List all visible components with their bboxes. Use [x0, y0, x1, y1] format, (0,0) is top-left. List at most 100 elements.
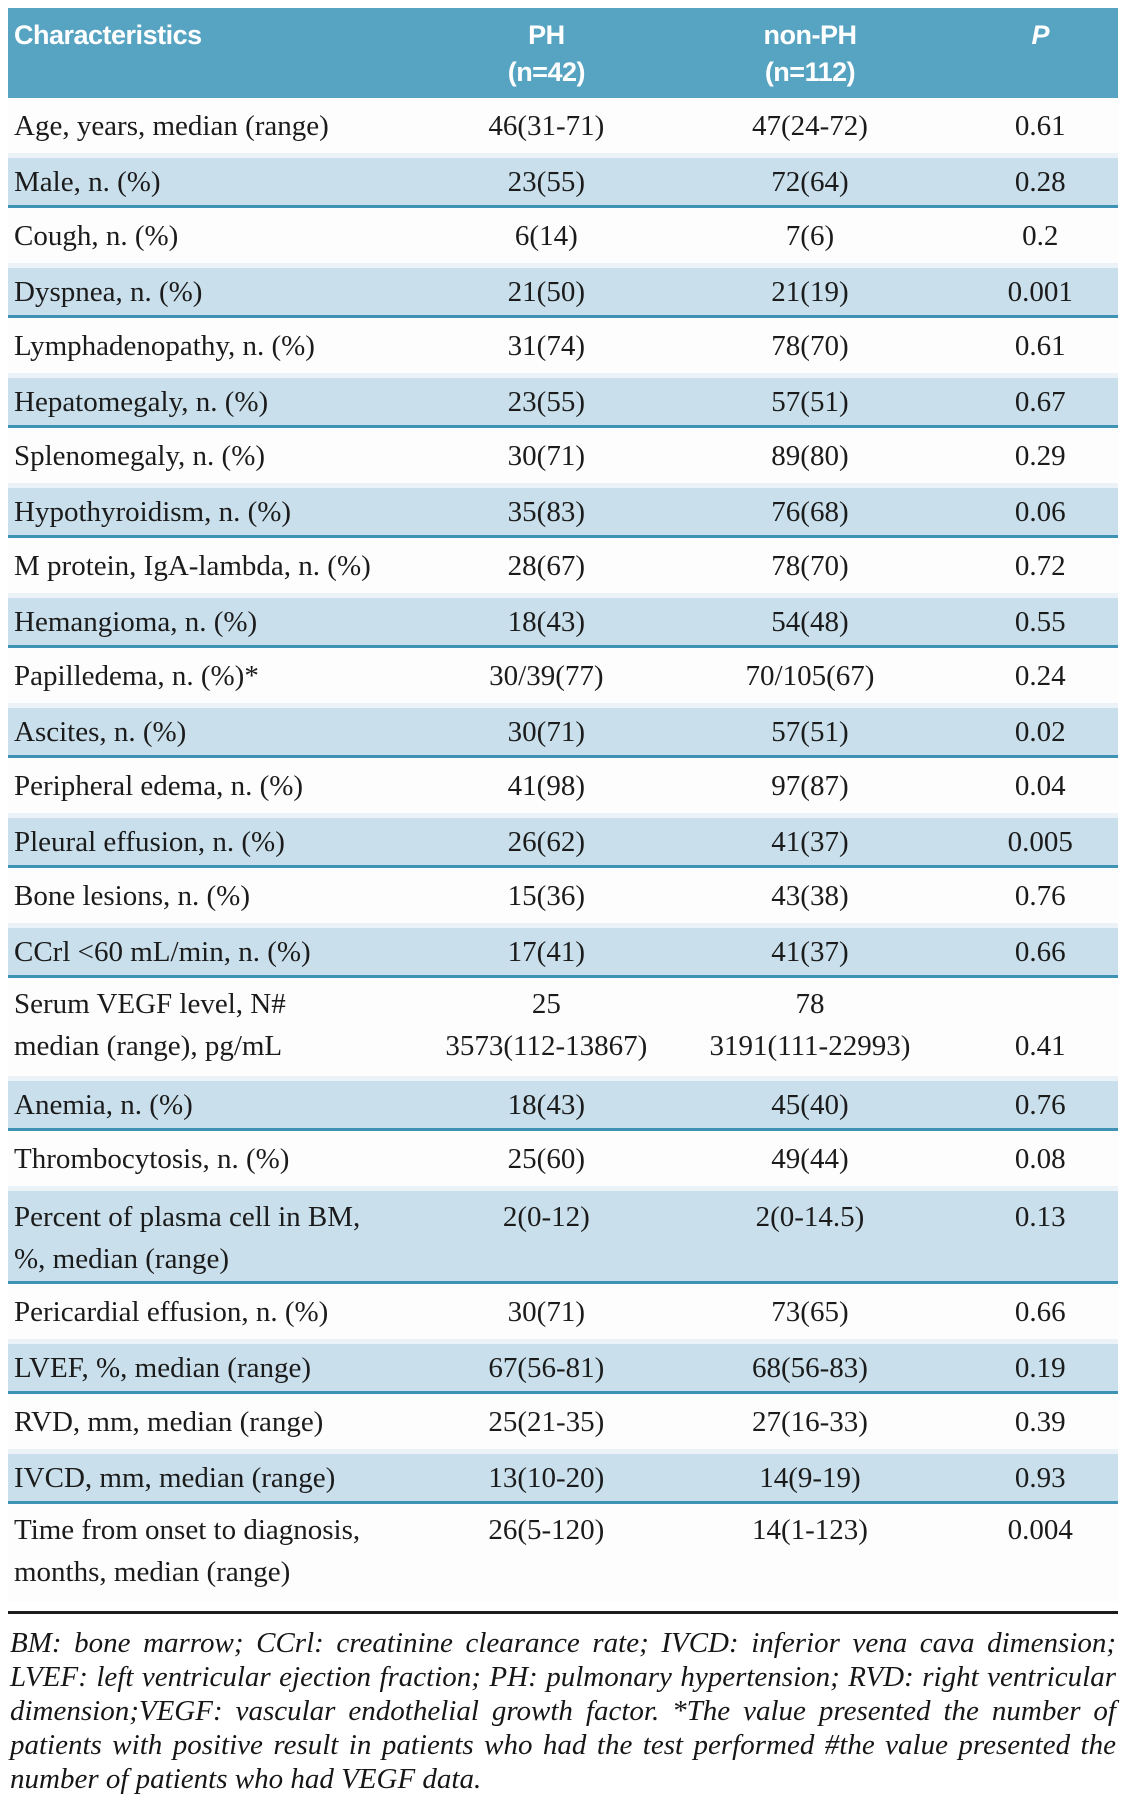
ph-value-cell: 17(41) [435, 928, 657, 975]
p-value-cell: 0.04 [963, 758, 1118, 813]
p-value-cell-line: 0.67 [1014, 385, 1066, 418]
ph-value-cell-line: 13(10-20) [488, 1461, 605, 1494]
nonph-value-cell-line: 2(0-14.5) [755, 1201, 865, 1233]
ph-value-cell: 25(60) [435, 1131, 657, 1186]
row-label-cell-line: Ascites, n. (%) [14, 715, 187, 748]
p-value-cell-line: 0.28 [1014, 165, 1066, 198]
p-value-cell: 0.66 [963, 1284, 1118, 1339]
ph-value-cell-line: 17(41) [507, 935, 585, 968]
nonph-value-cell: 27(16-33) [657, 1394, 962, 1449]
row-label-cell-line: Peripheral edema, n. (%) [14, 769, 304, 802]
row-label-cell-line: median (range), pg/mL [14, 1030, 283, 1062]
table-row: Pericardial effusion, n. (%) 30(71) 73(65)… [8, 1284, 1118, 1339]
col-header-characteristics-label: Characteristics [14, 20, 202, 50]
row-label-cell-line: Cough, n. (%) [14, 219, 179, 252]
p-value-cell-line: 0.72 [1014, 549, 1066, 582]
ph-value-cell: 30/39(77) [435, 648, 657, 703]
ph-value-cell: 18(43) [435, 1081, 657, 1128]
nonph-value-cell-line: 78 [795, 988, 825, 1020]
ph-value-cell-line: 35(83) [507, 495, 585, 528]
nonph-value-cell: 78(70) [657, 538, 962, 593]
row-label-cell: Splenomegaly, n. (%) [8, 428, 435, 483]
nonph-value-cell-line: 21(19) [771, 275, 849, 308]
col-header-ph-line2: (n=42) [507, 57, 586, 87]
footnote-divider [8, 1611, 1118, 1614]
row-label-cell-line: Hepatomegaly, n. (%) [14, 385, 269, 418]
p-value-cell: 0.39 [963, 1394, 1118, 1449]
ph-value-cell: 28(67) [435, 538, 657, 593]
p-value-cell-line: 0.76 [1014, 1088, 1066, 1121]
nonph-value-cell: 14(1-123) [657, 1504, 962, 1602]
row-label-cell: IVCD, mm, median (range) [8, 1454, 435, 1501]
table-footnote: BM: bone marrow; CCrl: creatinine cleara… [10, 1627, 1116, 1795]
p-value-cell: 0.08 [963, 1131, 1118, 1186]
ph-value-cell-line: 67(56-81) [488, 1351, 605, 1384]
nonph-value-cell-line: 78(70) [771, 549, 849, 582]
ph-value-cell: 25(21-35) [435, 1394, 657, 1449]
row-label-cell: Hemangioma, n. (%) [8, 598, 435, 645]
row-label-cell-line: Anemia, n. (%) [14, 1088, 193, 1121]
ph-value-cell-line: 25(21-35) [488, 1405, 605, 1438]
ph-value-cell-line: 46(31-71) [488, 109, 605, 142]
col-header-p-label: P [1031, 20, 1050, 50]
ph-value-cell-line: 18(43) [507, 1088, 585, 1121]
row-label-cell-line: Dyspnea, n. (%) [14, 275, 203, 308]
p-value-cell-line: 0.04 [1014, 769, 1066, 802]
nonph-value-cell-line: 47(24-72) [751, 109, 868, 142]
row-label-cell-line: Serum VEGF level, N# [14, 988, 286, 1020]
row-label-cell-line: Age, years, median (range) [14, 109, 329, 142]
nonph-value-cell: 97(87) [657, 758, 962, 813]
ph-value-cell-line: 31(74) [507, 329, 585, 362]
row-label-cell-line: IVCD, mm, median (range) [14, 1461, 336, 1494]
row-label-cell: Anemia, n. (%) [8, 1081, 435, 1128]
p-value-cell: 0.61 [963, 318, 1118, 373]
p-value-cell: 0.67 [963, 378, 1118, 425]
ph-value-cell: 2(0-12) [435, 1191, 657, 1281]
row-label-cell: Papilledema, n. (%)* [8, 648, 435, 703]
row-label-cell: Pleural effusion, n. (%) [8, 818, 435, 865]
ph-value-cell: 13(10-20) [435, 1454, 657, 1501]
col-header-ph: PH (n=42) [435, 17, 657, 98]
ph-value-cell: 6(14) [435, 208, 657, 263]
nonph-value-cell: 70/105(67) [657, 648, 962, 703]
row-label-cell-line: Time from onset to diagnosis, [14, 1514, 361, 1546]
table-row: Age, years, median (range) 46(31-71) 47(24… [8, 98, 1118, 153]
nonph-value-cell-line: 14(1-123) [751, 1514, 868, 1546]
table-row: Splenomegaly, n. (%) 30(71) 89(80) 0.29 [8, 428, 1118, 483]
ph-value-cell: 46(31-71) [435, 98, 657, 153]
table-row: Papilledema, n. (%)* 30/39(77) 70/105(67) 0… [8, 648, 1118, 703]
p-value-cell-line: 0.13 [1014, 1201, 1066, 1233]
ph-value-cell: 31(74) [435, 318, 657, 373]
nonph-value-cell-line: 89(80) [771, 439, 849, 472]
p-value-cell-line: 0.19 [1014, 1351, 1066, 1384]
p-value-cell: 0.93 [963, 1454, 1118, 1501]
table-row: Percent of plasma cell in BM, %, median (… [8, 1186, 1118, 1284]
table-row: Male, n. (%) 23(55) 72(64) 0.28 [8, 153, 1118, 208]
ph-value-cell-line: 6(14) [514, 219, 578, 252]
row-label-cell: Ascites, n. (%) [8, 708, 435, 755]
ph-value-cell-line: 30(71) [507, 1295, 585, 1328]
table-body: Age, years, median (range) 46(31-71) 47(24… [8, 98, 1118, 1602]
nonph-value-cell: 76(68) [657, 488, 962, 535]
ph-value-cell-line: 3573(112-13867) [445, 1030, 648, 1062]
p-value-cell-line: 0.39 [1014, 1405, 1066, 1438]
ph-value-cell: 23(55) [435, 378, 657, 425]
p-value-cell: 0.72 [963, 538, 1118, 593]
nonph-value-cell-line: 49(44) [771, 1142, 849, 1175]
nonph-value-cell-line: 72(64) [771, 165, 849, 198]
nonph-value-cell: 45(40) [657, 1081, 962, 1128]
nonph-value-cell: 54(48) [657, 598, 962, 645]
nonph-value-cell-line: 41(37) [771, 825, 849, 858]
row-label-cell: LVEF, %, median (range) [8, 1344, 435, 1391]
p-value-cell: 0.005 [963, 818, 1118, 865]
p-value-cell: 0.29 [963, 428, 1118, 483]
p-value-cell-line: 0.29 [1014, 439, 1066, 472]
nonph-value-cell: 78 3191(111-22993) [657, 978, 962, 1076]
nonph-value-cell-line: 45(40) [771, 1088, 849, 1121]
p-value-cell-line: 0.61 [1014, 329, 1066, 362]
nonph-value-cell: 49(44) [657, 1131, 962, 1186]
nonph-value-cell-line: 76(68) [771, 495, 849, 528]
p-value-cell-line: 0.55 [1014, 605, 1066, 638]
p-value-cell: 0.19 [963, 1344, 1118, 1391]
